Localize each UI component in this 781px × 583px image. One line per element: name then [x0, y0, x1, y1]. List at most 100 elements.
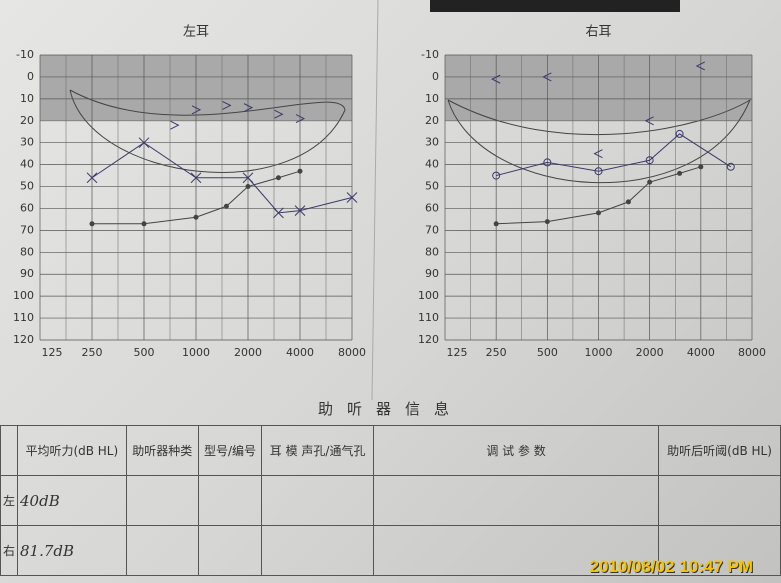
- point: [294, 205, 306, 217]
- x-tick-label: 2000: [636, 346, 664, 359]
- y-tick-label: 120: [13, 333, 34, 346]
- row-label: 右: [0, 525, 19, 576]
- object: [430, 0, 680, 12]
- y-tick-label: 120: [418, 333, 439, 346]
- y-tick-label: 30: [20, 136, 34, 149]
- point: [275, 175, 281, 181]
- point: [295, 114, 306, 124]
- point: [273, 207, 284, 219]
- x-tick-label: 1000: [585, 346, 613, 359]
- header-cell: 耳 模 声孔/通气孔: [261, 425, 375, 476]
- point: [726, 162, 735, 171]
- point: [625, 199, 631, 205]
- y-tick-label: 80: [425, 245, 439, 258]
- point: [594, 167, 603, 176]
- point: [138, 137, 150, 149]
- point: [243, 103, 254, 113]
- point: [297, 168, 303, 174]
- timestamp: 2010/08/02 10:47 PM: [589, 557, 753, 576]
- y-tick-label: 0: [27, 70, 34, 83]
- point: [647, 179, 653, 185]
- y-tick-label: 100: [13, 289, 34, 302]
- chart-title: 右耳: [585, 25, 611, 40]
- point: [695, 61, 706, 71]
- point: [675, 129, 684, 138]
- header-cell: 助听后听阈(dB HL): [658, 425, 781, 476]
- y-tick-label: -10: [421, 48, 439, 61]
- header-cell: 助听器种类: [125, 425, 199, 476]
- table-title: 助听器信息: [317, 400, 463, 418]
- y-tick-label: 40: [20, 158, 34, 171]
- point: [191, 105, 202, 115]
- fold: [371, 0, 379, 400]
- x-tick-label: 1000: [182, 346, 210, 359]
- y-tick-label: 20: [20, 114, 34, 127]
- y-tick-label: 90: [425, 267, 439, 280]
- point: [543, 158, 552, 167]
- x-tick-label: 8000: [738, 346, 766, 359]
- x-tick-label: 125: [447, 346, 468, 359]
- y-tick-label: 30: [425, 136, 439, 149]
- point: [190, 172, 202, 184]
- x-tick-label: 250: [486, 346, 507, 359]
- point: [193, 214, 199, 220]
- y-tick-label: 70: [20, 223, 34, 236]
- y-tick-label: 70: [425, 223, 439, 236]
- y-tick-label: 10: [425, 92, 439, 105]
- row-label: 左: [0, 475, 19, 526]
- point: [596, 210, 601, 216]
- y-tick-label: 50: [425, 180, 439, 193]
- y-tick-label: 110: [13, 311, 34, 324]
- point: [542, 72, 552, 82]
- point: [493, 221, 499, 227]
- y-tick-label: 100: [418, 289, 439, 302]
- speech-banana: [447, 98, 752, 183]
- header-cell: 平均听力(dB HL): [17, 425, 127, 476]
- point: [223, 203, 229, 209]
- point: [274, 109, 284, 119]
- x-tick-label: 500: [134, 346, 155, 359]
- y-tick-label: 40: [425, 158, 439, 171]
- x-tick-label: 500: [537, 346, 558, 359]
- point: [491, 74, 501, 84]
- y-tick-label: 10: [20, 92, 34, 105]
- point: [645, 156, 654, 165]
- y-tick-label: 50: [20, 180, 34, 193]
- point: [141, 221, 147, 227]
- y-tick-label: 60: [20, 201, 34, 214]
- point: [86, 172, 98, 184]
- y-tick-label: 90: [20, 267, 34, 280]
- y-tick-label: 20: [425, 114, 439, 127]
- y-tick-label: 0: [432, 70, 439, 83]
- x-tick-label: 8000: [338, 346, 366, 359]
- point: [222, 100, 232, 110]
- series-line: [496, 133, 732, 177]
- chart-title: 左耳: [183, 25, 209, 40]
- point: [593, 149, 603, 159]
- x-tick-label: 2000: [234, 346, 262, 359]
- point: [544, 219, 550, 225]
- cell: 81.7dB: [17, 525, 127, 576]
- point: [245, 184, 251, 190]
- y-tick-label: -10: [16, 48, 34, 61]
- point: [89, 221, 95, 227]
- point: [698, 164, 704, 170]
- x-tick-label: 125: [42, 346, 63, 359]
- point: [346, 192, 358, 203]
- point: [242, 172, 254, 184]
- point: [492, 171, 501, 180]
- point: [644, 116, 654, 126]
- point: [170, 120, 180, 130]
- x-tick-label: 4000: [286, 346, 314, 359]
- point: [677, 170, 683, 176]
- y-tick-label: 110: [418, 311, 439, 324]
- y-tick-label: 80: [20, 245, 34, 258]
- x-tick-label: 4000: [687, 346, 715, 359]
- header-cell: 型号/编号: [197, 425, 263, 476]
- x-tick-label: 250: [82, 346, 103, 359]
- header-cell: 调 试 参 数: [373, 425, 660, 476]
- y-tick-label: 60: [425, 201, 439, 214]
- info-table: 平均听力(dB HL) 助听器种类 型号/编号 耳 模 声孔/通气孔 调 试 参…: [0, 425, 781, 576]
